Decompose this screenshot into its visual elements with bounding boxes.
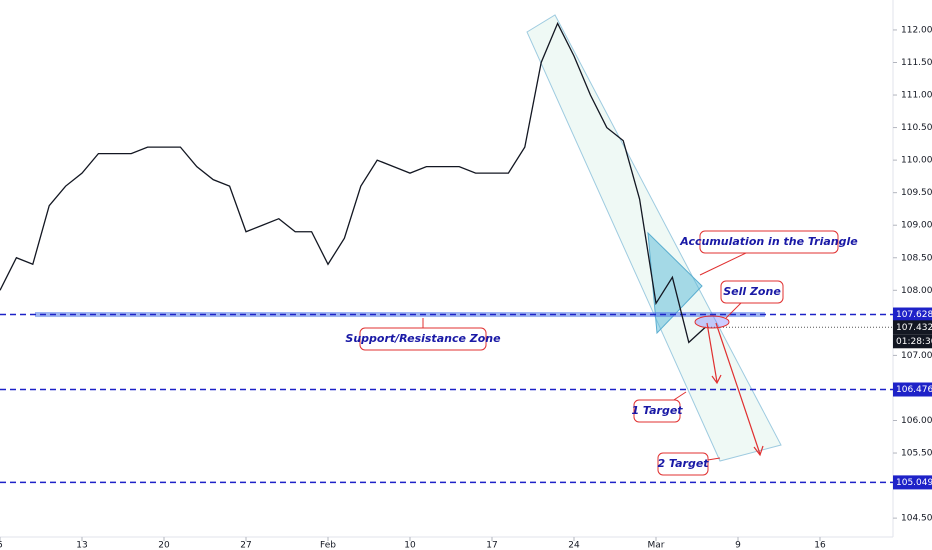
level-label: 107.628 xyxy=(896,310,932,320)
x-tick-label: 24 xyxy=(568,541,580,550)
price-line xyxy=(0,21,706,344)
marks xyxy=(0,21,893,484)
callout-text: Support/Resistance Zone xyxy=(345,332,501,345)
x-tick-label: 10 xyxy=(404,541,416,550)
annotations: Support/Resistance Zone Accumulation in t… xyxy=(345,230,858,476)
y-tick-label: 109.500 xyxy=(901,188,932,198)
y-tick-label: 108.000 xyxy=(901,286,932,296)
sell-zone xyxy=(694,315,730,329)
level-tag xyxy=(893,307,932,322)
countdown-tag xyxy=(893,334,932,349)
callout-box xyxy=(699,230,839,254)
x-tick-label: 5 xyxy=(0,541,3,550)
callout-text: Accumulation in the Triangle xyxy=(679,235,858,248)
y-tick-label: 108.500 xyxy=(901,253,932,263)
y-tick-label: 111.500 xyxy=(901,58,932,68)
callout-box xyxy=(359,327,487,351)
x-tick-label: 27 xyxy=(240,541,251,550)
arrowhead xyxy=(711,374,722,385)
y-tick-label: 107.000 xyxy=(901,351,932,361)
callout-text: 2 Target xyxy=(657,457,709,470)
x-tick-label: 20 xyxy=(158,541,170,550)
callout-box xyxy=(657,452,709,476)
arrow xyxy=(715,322,761,455)
x-tick-label: Mar xyxy=(648,541,665,550)
y-tick-label: 104.500 xyxy=(901,514,932,524)
x-tick-label: Feb xyxy=(320,541,336,550)
arrowhead xyxy=(753,445,764,457)
level-tag xyxy=(893,382,932,397)
x-tick-label: 9 xyxy=(735,541,741,550)
price-tag xyxy=(893,320,932,335)
x-tick-label: 17 xyxy=(486,541,497,550)
level-tag xyxy=(893,475,932,490)
callout-box xyxy=(633,399,681,423)
arrow xyxy=(706,322,718,383)
callout-text: Sell Zone xyxy=(723,285,781,298)
y-tick-label: 109.000 xyxy=(901,221,932,231)
x-tick-label: 13 xyxy=(76,541,87,550)
y-tick-label: 110.000 xyxy=(901,156,932,166)
y-tick-label: 112.000 xyxy=(901,25,932,35)
level-label: 106.476 xyxy=(896,385,932,395)
y-tick-label: 106.000 xyxy=(901,416,932,426)
y-tick-label: 105.500 xyxy=(901,449,932,459)
y-tick-label: 111.000 xyxy=(901,91,932,101)
y-tick-label: 110.500 xyxy=(901,123,932,133)
callout-text: 1 Target xyxy=(631,404,683,417)
x-tick-label: 16 xyxy=(814,541,826,550)
callout-box xyxy=(720,280,784,304)
countdown: 01:28:30 xyxy=(896,337,932,347)
last-price: 107.432 xyxy=(896,323,932,333)
level-label: 105.049 xyxy=(896,478,932,488)
